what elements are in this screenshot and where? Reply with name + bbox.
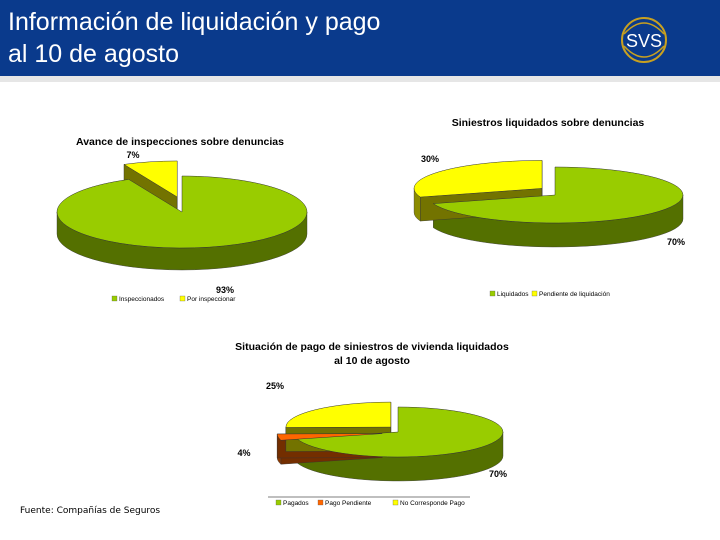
pie-2-title: Siniestros liquidados sobre denuncias: [452, 117, 645, 129]
pie-3-slice-1: [296, 406, 504, 458]
pie-1-legend-label-2: Por inspeccionar: [187, 296, 236, 303]
pie-3-legend-swatch-2: [317, 499, 324, 506]
pie-3-legend: Pagados Pago Pendiente No Corresponde Pago: [268, 496, 470, 507]
svs-logo: SVS: [621, 17, 667, 63]
pie-1-legend-swatch-2: [179, 295, 186, 302]
pie-1-slice-2: [123, 160, 178, 198]
logo-arc-top: [623, 22, 665, 35]
pie-chart-1: Avance de inspecciones sobre denuncias 93…: [56, 136, 308, 303]
pie-2-data-label-1: 70%: [667, 237, 685, 247]
pie-chart-3: Situación de pago de siniestros de vivie…: [235, 341, 509, 507]
pie-2-legend-label-1: Liquidados: [497, 291, 529, 298]
logo-ring: [621, 17, 667, 63]
pie-2-legend-label-2: Pendiente de liquidación: [539, 291, 610, 298]
pie-3-legend-label-2: Pago Pendiente: [325, 500, 372, 507]
pie-2-slice-1: [432, 166, 684, 224]
pie-3-title-line-1: Situación de pago de siniestros de vivie…: [235, 341, 509, 353]
pie-3-title-line-2: al 10 de agosto: [334, 355, 410, 367]
pie-3-data-label-1: 70%: [489, 469, 507, 479]
logo-text: SVS: [626, 31, 662, 51]
pie-1-title: Avance de inspecciones sobre denuncias: [76, 136, 284, 148]
header-banner: Información de liquidación y pago al 10 …: [0, 0, 720, 76]
pie-1-data-label-1: 93%: [216, 285, 234, 295]
pie-1-slice-1: [56, 175, 308, 249]
pie-3-slice-3: [285, 401, 392, 428]
page-title-line2: al 10 de agosto: [8, 40, 179, 68]
page-title-line1: Información de liquidación y pago: [8, 8, 381, 36]
pie-2-slice-2: [413, 160, 543, 198]
pie-1-legend-label-1: Inspeccionados: [119, 296, 165, 303]
pie-chart-2: Siniestros liquidados sobre denuncias 70%…: [413, 117, 685, 298]
source-note: Fuente: Compañías de Seguros: [20, 506, 161, 516]
pie-2-legend: Liquidados Pendiente de liquidación: [489, 290, 610, 298]
logo-arc-bottom: [623, 45, 665, 58]
pie-1-data-label-2: 7%: [126, 150, 139, 160]
pie-3-data-label-2: 4%: [237, 448, 250, 458]
pie-3-legend-swatch-3: [392, 499, 399, 506]
pie-2-legend-swatch-2: [531, 290, 538, 297]
header-divider: [0, 76, 720, 82]
pie-3-legend-label-1: Pagados: [283, 500, 309, 507]
page-title: Información de liquidación y pago al 10 …: [8, 6, 380, 70]
pie-1-legend-swatch-1: [111, 295, 118, 302]
pie-1-legend: Inspeccionados Por inspeccionar: [111, 295, 236, 303]
pie-3-legend-swatch-1: [275, 499, 282, 506]
pie-2-legend-swatch-1: [489, 290, 496, 297]
pie-3-slice-2: [276, 433, 383, 441]
pie-3-legend-label-3: No Corresponde Pago: [400, 500, 465, 507]
pie-2-data-label-2: 30%: [421, 154, 439, 164]
pie-3-data-label-3: 25%: [266, 381, 284, 391]
